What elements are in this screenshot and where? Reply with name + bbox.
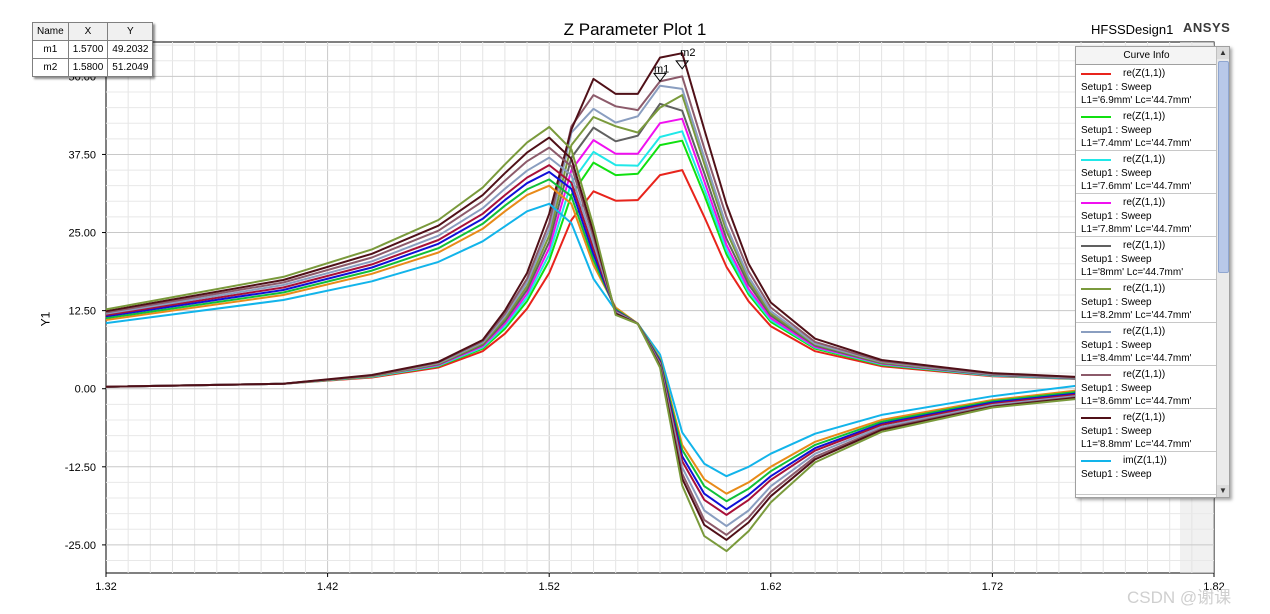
marker-x: 1.5800 [67, 58, 109, 77]
legend-params: L1='8mm' Lc='44.7mm' [1081, 267, 1184, 278]
y-tick-label: 12.50 [68, 306, 96, 318]
y-tick-label: 37.50 [68, 149, 96, 161]
legend-line-swatch [1081, 202, 1111, 204]
legend-params: L1='8.4mm' Lc='44.7mm' [1081, 353, 1192, 364]
legend-setup: Setup1 : Sweep [1081, 82, 1152, 93]
series-line [105, 126, 1215, 553]
legend-setup: Setup1 : Sweep [1081, 297, 1152, 308]
scroll-up-arrow-icon[interactable]: ▲ [1217, 47, 1229, 59]
marker-x: 1.5700 [67, 40, 109, 59]
legend-params: L1='7.6mm' Lc='44.7mm' [1081, 181, 1192, 192]
marker-label: m2 [680, 47, 695, 59]
marker-col-y: Y [107, 22, 154, 41]
legend-entry[interactable]: re(Z(1,1)) Setup1 : Sweep L1='8.2mm' Lc='4… [1076, 280, 1216, 323]
legend-expression: re(Z(1,1)) [1123, 283, 1166, 294]
legend-entry[interactable]: re(Z(1,1)) Setup1 : Sweep L1='8mm' Lc='44.… [1076, 237, 1216, 280]
scroll-thumb[interactable] [1218, 61, 1229, 273]
legend-params: L1='7.4mm' Lc='44.7mm' [1081, 138, 1192, 149]
marker-name: m1 [32, 40, 69, 59]
marker-col-x: X [67, 22, 109, 41]
y-tick-label: -12.50 [65, 462, 96, 474]
scroll-down-arrow-icon[interactable]: ▼ [1217, 485, 1229, 497]
legend-setup: Setup1 : Sweep [1081, 211, 1152, 222]
legend-entry[interactable]: re(Z(1,1)) Setup1 : Sweep L1='7.6mm' Lc='4… [1076, 151, 1216, 194]
y-tick-label: -25.00 [65, 540, 96, 552]
legend-expression: re(Z(1,1)) [1123, 197, 1166, 208]
legend-params: L1='8.8mm' Lc='44.7mm' [1081, 439, 1192, 450]
series-line [105, 52, 1215, 388]
legend-setup: Setup1 : Sweep [1081, 168, 1152, 179]
legend-params: L1='7.8mm' Lc='44.7mm' [1081, 224, 1192, 235]
legend-line-swatch [1081, 417, 1111, 419]
design-name: HFSSDesign1 [1091, 22, 1174, 37]
marker-col-name: Name [32, 22, 69, 41]
legend-expression: re(Z(1,1)) [1123, 369, 1166, 380]
y-tick-label: 25.00 [68, 228, 96, 240]
legend-setup: Setup1 : Sweep [1081, 340, 1152, 351]
marker-triangle [653, 72, 667, 83]
x-tick-label: 1.62 [760, 581, 781, 593]
legend-line-swatch [1081, 116, 1111, 118]
legend-setup: Setup1 : Sweep [1081, 469, 1152, 480]
legend-line-swatch [1081, 460, 1111, 462]
legend-list[interactable]: re(Z(1,1)) Setup1 : Sweep L1='6.9mm' Lc='4… [1076, 65, 1216, 497]
legend-params: L1='8.2mm' Lc='44.7mm' [1081, 310, 1192, 321]
curve-info-legend[interactable]: Curve Info re(Z(1,1)) Setup1 : Sweep L1='6… [1075, 46, 1230, 498]
legend-params: L1='6.9mm' Lc='44.7mm' [1081, 95, 1192, 106]
legend-expression: re(Z(1,1)) [1123, 240, 1166, 251]
legend-expression: im(Z(1,1)) [1123, 455, 1167, 466]
marker-y: 49.2032 [107, 40, 154, 59]
legend-entry[interactable]: re(Z(1,1)) Setup1 : Sweep L1='8.6mm' Lc='4… [1076, 366, 1216, 409]
legend-entry[interactable]: re(Z(1,1)) Setup1 : Sweep L1='7.8mm' Lc='4… [1076, 194, 1216, 237]
legend-line-swatch [1081, 73, 1111, 75]
legend-line-swatch [1081, 331, 1111, 333]
x-tick-label: 1.72 [982, 581, 1003, 593]
legend-setup: Setup1 : Sweep [1081, 383, 1152, 394]
legend-entry[interactable]: re(Z(1,1)) Setup1 : Sweep L1='8.4mm' Lc='4… [1076, 323, 1216, 366]
x-tick-label: 1.82 [1203, 581, 1224, 593]
marker-label: m1 [654, 63, 669, 75]
legend-entry[interactable]: re(Z(1,1)) Setup1 : Sweep L1='6.9mm' Lc='4… [1076, 65, 1216, 108]
legend-expression: re(Z(1,1)) [1123, 154, 1166, 165]
legend-scrollbar[interactable]: ▲ ▼ [1216, 47, 1229, 497]
legend-expression: re(Z(1,1)) [1123, 412, 1166, 423]
legend-line-swatch [1081, 374, 1111, 376]
x-tick-label: 1.52 [538, 581, 559, 593]
marker-table-header: Name X Y [32, 22, 154, 41]
x-tick-label: 1.42 [317, 581, 338, 593]
legend-params: L1='8.6mm' Lc='44.7mm' [1081, 396, 1192, 407]
series-line [105, 169, 1215, 388]
marker-triangle [675, 60, 690, 70]
legend-entry[interactable]: re(Z(1,1)) Setup1 : Sweep L1='7.4mm' Lc='4… [1076, 108, 1216, 151]
legend-line-swatch [1081, 288, 1111, 290]
legend-entry[interactable]: im(Z(1,1)) Setup1 : Sweep [1076, 452, 1216, 495]
marker-row[interactable]: m2 1.5800 51.2049 [32, 58, 154, 77]
legend-line-swatch [1081, 159, 1111, 161]
legend-expression: re(Z(1,1)) [1123, 326, 1166, 337]
ansys-logo: ANSYS [1183, 20, 1231, 35]
legend-params [1081, 481, 1216, 494]
legend-entry[interactable]: re(Z(1,1)) Setup1 : Sweep L1='8.8mm' Lc='4… [1076, 409, 1216, 452]
marker-y: 51.2049 [107, 58, 154, 77]
legend-expression: re(Z(1,1)) [1123, 68, 1166, 79]
legend-line-swatch [1081, 245, 1111, 247]
marker-name: m2 [32, 58, 69, 77]
marker-table[interactable]: Name X Y m1 1.5700 49.2032 m2 1.5800 51.… [32, 22, 154, 77]
legend-expression: re(Z(1,1)) [1123, 111, 1166, 122]
legend-title: Curve Info [1076, 47, 1217, 65]
legend-setup: Setup1 : Sweep [1081, 125, 1152, 136]
chart-title: Z Parameter Plot 1 [563, 20, 707, 39]
watermark: CSDN @谢课 [1127, 588, 1232, 607]
legend-setup: Setup1 : Sweep [1081, 254, 1152, 265]
marker-row[interactable]: m1 1.5700 49.2032 [32, 40, 154, 59]
x-tick-label: 1.32 [95, 581, 116, 593]
legend-setup: Setup1 : Sweep [1081, 426, 1152, 437]
y-tick-label: 0.00 [75, 384, 96, 396]
